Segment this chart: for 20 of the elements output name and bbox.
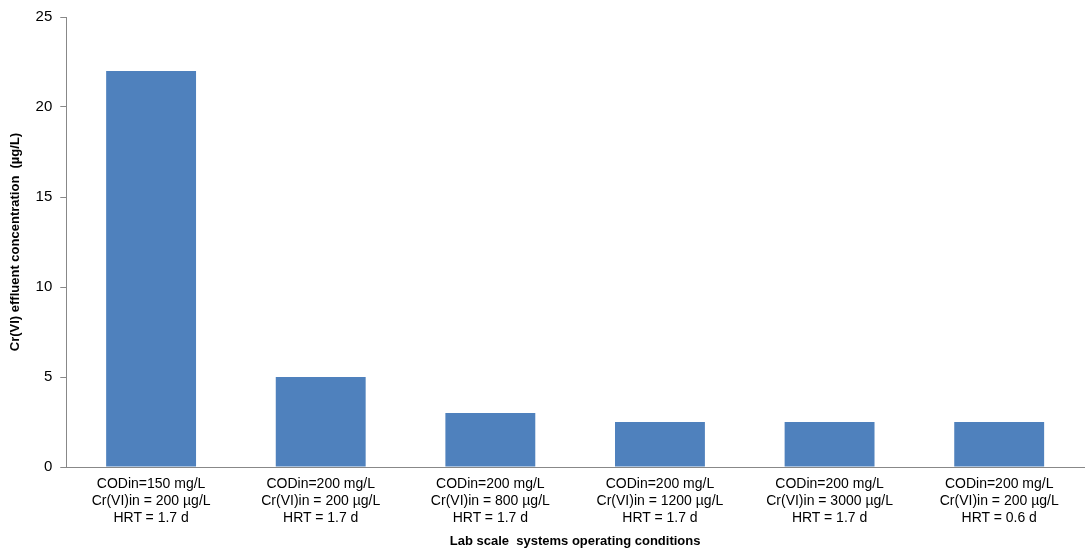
y-axis-title: Cr(VI) effluent concentration (µg/L) xyxy=(7,132,23,352)
bar xyxy=(784,422,875,467)
y-tick-label: 25 xyxy=(35,7,53,25)
x-tick-label: CODin=200 mg/L Cr(VI)in = 3000 µg/L HRT = 1.7 d xyxy=(766,475,894,525)
x-tick-label: CODin=150 mg/L Cr(VI)in = 200 µg/L HRT = 1.7 d xyxy=(91,475,211,525)
x-axis-title: Lab scale systems operating conditions xyxy=(449,532,701,548)
y-tick-label: 5 xyxy=(43,367,53,385)
bar xyxy=(615,422,705,467)
y-tick-label: 0 xyxy=(43,457,53,475)
bar xyxy=(275,377,366,467)
x-tick-label: CODin=200 mg/L Cr(VI)in = 800 µg/L HRT = 1.7 d xyxy=(430,475,551,525)
x-tick-label: CODin=200 mg/L Cr(VI)in = 1200 µg/L HRT = 1.7 d xyxy=(596,475,724,525)
bar xyxy=(106,71,197,467)
y-tick-label: 20 xyxy=(35,97,53,115)
bar xyxy=(954,422,1045,467)
y-tick-label: 10 xyxy=(35,277,53,295)
x-tick-label: CODin=200 mg/L Cr(VI)in = 200 µg/L HRT = 0.6 d xyxy=(939,475,1059,525)
y-tick-label: 15 xyxy=(35,187,53,205)
x-tick-label: CODin=200 mg/L Cr(VI)in = 200 µg/L HRT = 1.7 d xyxy=(261,475,381,525)
bar xyxy=(445,413,536,467)
